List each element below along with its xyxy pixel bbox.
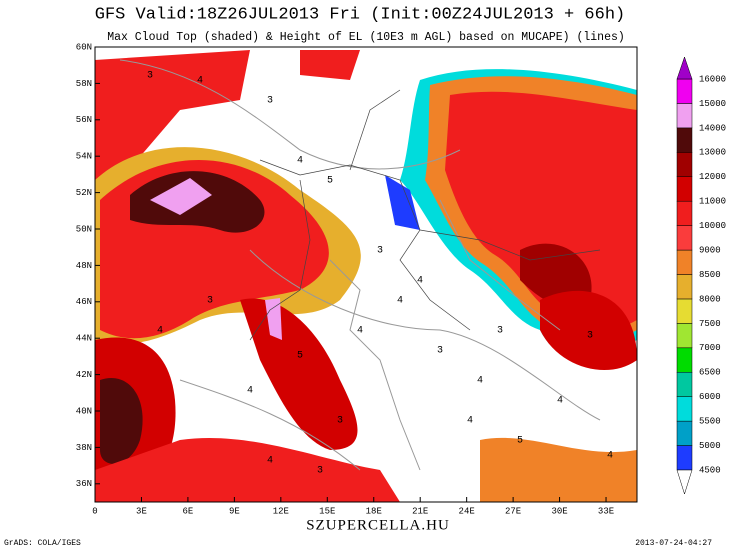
colorbar-label: 13000 [699, 148, 726, 158]
colorbar-band [676, 372, 693, 397]
lat-tick-label: 52N [76, 188, 92, 198]
colorbar-band [676, 152, 693, 177]
subtitle: Max Cloud Top (shaded) & Height of EL (1… [107, 31, 625, 44]
colorbar-label: 8500 [699, 270, 721, 280]
colorbar-low [676, 469, 693, 495]
lat-tick-label: 38N [76, 443, 92, 453]
lat-tick-label: 48N [76, 261, 92, 271]
contour-label: 3 [587, 331, 593, 342]
contour-label: 4 [557, 396, 563, 407]
contour-label: 4 [247, 386, 253, 397]
timestamp: 2013-07-24-04:27 [635, 539, 712, 548]
colorbar-label: 4500 [699, 465, 721, 475]
contour-label: 4 [357, 326, 363, 337]
contour-label: 4 [477, 376, 483, 387]
colorbar-label: 11000 [699, 197, 726, 207]
lon-tick-label: 24E [459, 506, 475, 516]
contour-label: 3 [317, 466, 323, 477]
contour-label: 3 [207, 296, 213, 307]
colorbar-label: 7000 [699, 343, 721, 353]
colorbar-band [676, 103, 693, 129]
contour-label: 4 [267, 456, 273, 467]
colorbar-band [676, 225, 693, 251]
colorbar-band [676, 323, 693, 349]
contour-label: 3 [337, 416, 343, 427]
credit: GrADS: COLA/IGES [4, 539, 81, 548]
lat-tick-label: 56N [76, 115, 92, 125]
colorbar-band [676, 176, 693, 202]
lon-tick-label: 21E [412, 506, 428, 516]
lat-tick-label: 42N [76, 370, 92, 380]
contour-label: 4 [297, 156, 303, 167]
colorbar-band [676, 396, 693, 422]
lon-tick-label: 15E [319, 506, 335, 516]
colorbar-label: 14000 [699, 123, 726, 133]
colorbar-high [676, 56, 693, 80]
lon-tick-label: 18E [366, 506, 382, 516]
colorbar-band [676, 249, 693, 275]
colorbar-band [676, 200, 693, 226]
lat-tick-label: 50N [76, 224, 92, 234]
contour-label: 3 [437, 346, 443, 357]
contour-label: 3 [497, 326, 503, 337]
lon-tick-label: 3E [136, 506, 147, 516]
contour-label: 5 [297, 351, 303, 362]
contour-label: 5 [327, 176, 333, 187]
lat-tick-label: 58N [76, 79, 92, 89]
colorbar-band [676, 274, 693, 300]
colorbar-band [676, 127, 693, 153]
colorbar-label: 15000 [699, 99, 726, 109]
lat-tick-label: 44N [76, 334, 92, 344]
colorbar-label: 7500 [699, 319, 721, 329]
colorbar-label: 8000 [699, 294, 721, 304]
shading [95, 47, 637, 502]
colorbar-label: 16000 [699, 74, 726, 84]
contour-label: 4 [417, 276, 423, 287]
lat-tick-label: 54N [76, 152, 92, 162]
colorbar-band [676, 78, 693, 104]
contour-label: 4 [397, 296, 403, 307]
contour-label: 3 [267, 96, 273, 107]
colorbar-label: 5500 [699, 417, 721, 427]
colorbar-band [676, 420, 693, 446]
lon-tick-label: 0 [92, 506, 97, 516]
contour-label: 4 [467, 416, 473, 427]
colorbar-label: 10000 [699, 221, 726, 231]
contour-label: 3 [147, 71, 153, 82]
map-frame [94, 46, 638, 503]
brand: SZUPERCELLA.HU [306, 517, 450, 533]
lon-tick-label: 6E [183, 506, 194, 516]
lon-tick-label: 33E [598, 506, 614, 516]
colorbar-label: 6500 [699, 368, 721, 378]
colorbar-band [676, 347, 693, 373]
lon-tick-label: 9E [229, 506, 240, 516]
contour-label: 4 [197, 76, 203, 87]
lat-tick-label: 60N [76, 42, 92, 52]
contour-label: 4 [157, 326, 163, 337]
colorbar-label: 6000 [699, 392, 721, 402]
lon-tick-label: 12E [273, 506, 289, 516]
contour-label: 5 [517, 436, 523, 447]
colorbar-label: 5000 [699, 441, 721, 451]
lon-tick-label: 30E [551, 506, 567, 516]
title: GFS Valid:18Z26JUL2013 Fri (Init:00Z24JU… [95, 5, 626, 24]
lat-tick-label: 46N [76, 297, 92, 307]
lon-tick-label: 27E [505, 506, 521, 516]
colorbar-label: 9000 [699, 245, 721, 255]
colorbar-label: 12000 [699, 172, 726, 182]
colorbar-band [676, 445, 693, 471]
contour-label: 4 [607, 451, 613, 462]
contour-label: 3 [377, 246, 383, 257]
colorbar-band [676, 298, 693, 324]
lat-tick-label: 40N [76, 406, 92, 416]
lat-tick-label: 36N [76, 479, 92, 489]
